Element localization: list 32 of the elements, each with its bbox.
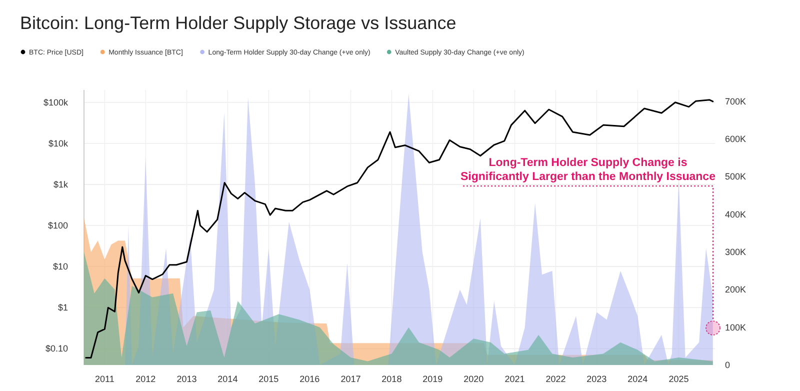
x-tick-label: 2023 <box>586 374 607 384</box>
y2-tick-label: 700K <box>725 96 746 106</box>
y2-tick-label: 100K <box>725 322 746 332</box>
y-tick-label: $0.10 <box>45 344 68 354</box>
x-tick-label: 2014 <box>218 374 238 384</box>
x-tick-label: 2025 <box>668 374 689 384</box>
y-tick-label: $1k <box>53 179 68 190</box>
y-tick-label: $100k <box>43 97 68 108</box>
y2-tick-label: 500K <box>725 172 746 182</box>
x-tick-label: 2016 <box>300 374 320 384</box>
annotation: Long-Term Holder Supply Change is Significantly Larger than the Monthly Issuance <box>460 157 716 183</box>
y2-tick-label: 0 <box>725 360 730 370</box>
y-tick-label: $1 <box>58 302 68 313</box>
y-tick-label: $10k <box>48 138 68 148</box>
y2-tick-label: 400K <box>725 209 746 220</box>
x-tick-label: 2020 <box>464 374 484 384</box>
x-tick-label: 2017 <box>340 374 361 384</box>
x-tick-label: 2019 <box>422 374 443 384</box>
y-tick-label: $100 <box>48 220 68 231</box>
x-tick-label: 2012 <box>136 374 156 384</box>
x-tick-label: 2011 <box>94 374 114 384</box>
y2-tick-label: 300K <box>725 246 746 257</box>
y2-tick-label: 200K <box>725 284 746 295</box>
x-tick-label: 2024 <box>628 374 648 384</box>
chart-title: Bitcoin: Long-Term Holder Supply Storage vs Issuance <box>20 13 456 33</box>
x-tick-label: 2022 <box>546 374 566 384</box>
y-tick-label: $10 <box>52 262 68 272</box>
x-tick-label: 2021 <box>504 374 525 384</box>
y2-tick-label: 600K <box>725 134 746 144</box>
x-tick-label: 2018 <box>382 374 402 384</box>
x-tick-label: 2015 <box>258 374 279 384</box>
x-tick-label: 2013 <box>176 374 197 384</box>
